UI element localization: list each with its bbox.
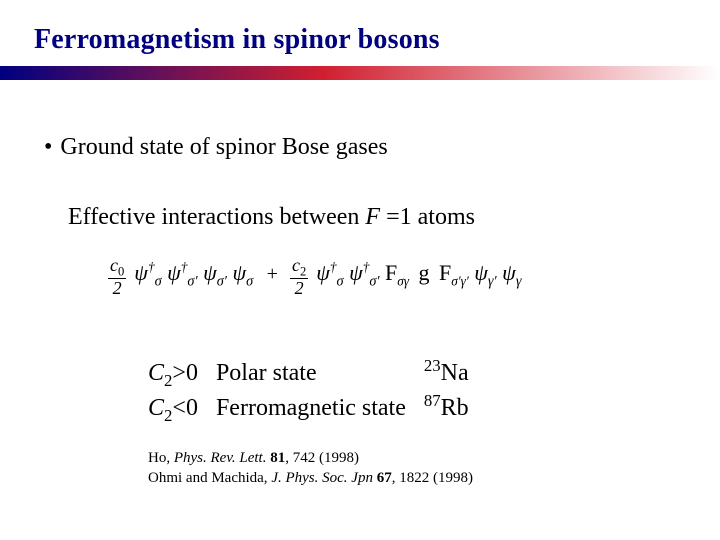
bullet-text: Ground state of spinor Bose gases bbox=[60, 134, 387, 161]
state-name-cell: Ferromagnetic state bbox=[216, 391, 424, 426]
table-row: C2<0 Ferromagnetic state 87Rb bbox=[148, 391, 487, 426]
plus-sign: + bbox=[259, 263, 286, 285]
slide-title: Ferromagnetism in spinor bosons bbox=[34, 24, 440, 56]
isotope-cell: 87Rb bbox=[424, 391, 487, 426]
eq-term-spin: ψ†σ ψ†σ′ Fσγ g Fσ′γ′ ψγ′ ψγ bbox=[312, 260, 521, 285]
subline-var-F: F bbox=[365, 204, 380, 230]
eq-term-density: ψ†σ ψ†σ′ ψσ′ ψσ bbox=[130, 260, 258, 285]
subline-prefix: Effective interactions between bbox=[68, 204, 365, 230]
states-table: C2>0 Polar state 23Na C2<0 Ferromagnetic… bbox=[148, 356, 487, 426]
bullet-mark: • bbox=[44, 134, 52, 161]
references-block: Ho, Phys. Rev. Lett. 81, 742 (1998) Ohmi… bbox=[148, 448, 473, 489]
subline-eq: =1 atoms bbox=[380, 204, 475, 230]
fraction-c2-over-2: c2 2 bbox=[290, 256, 308, 297]
bullet-line: • Ground state of spinor Bose gases bbox=[44, 134, 388, 161]
reference-line: Ohmi and Machida, J. Phys. Soc. Jpn 67, … bbox=[148, 468, 473, 488]
isotope-cell: 23Na bbox=[424, 356, 487, 391]
title-underline-gradient bbox=[0, 66, 720, 80]
fraction-c0-over-2: c0 2 bbox=[108, 256, 126, 297]
reference-line: Ho, Phys. Rev. Lett. 81, 742 (1998) bbox=[148, 448, 473, 468]
condition-cell: C2<0 bbox=[148, 391, 216, 426]
slide-page: Ferromagnetism in spinor bosons • Ground… bbox=[0, 0, 720, 540]
hamiltonian-equation: c0 2 ψ†σ ψ†σ′ ψσ′ ψσ + c2 2 ψ†σ ψ†σ′ Fσγ… bbox=[108, 256, 608, 330]
effective-interactions-line: Effective interactions between F =1 atom… bbox=[68, 204, 475, 231]
state-name-cell: Polar state bbox=[216, 356, 424, 391]
condition-cell: C2>0 bbox=[148, 356, 216, 391]
table-row: C2>0 Polar state 23Na bbox=[148, 356, 487, 391]
